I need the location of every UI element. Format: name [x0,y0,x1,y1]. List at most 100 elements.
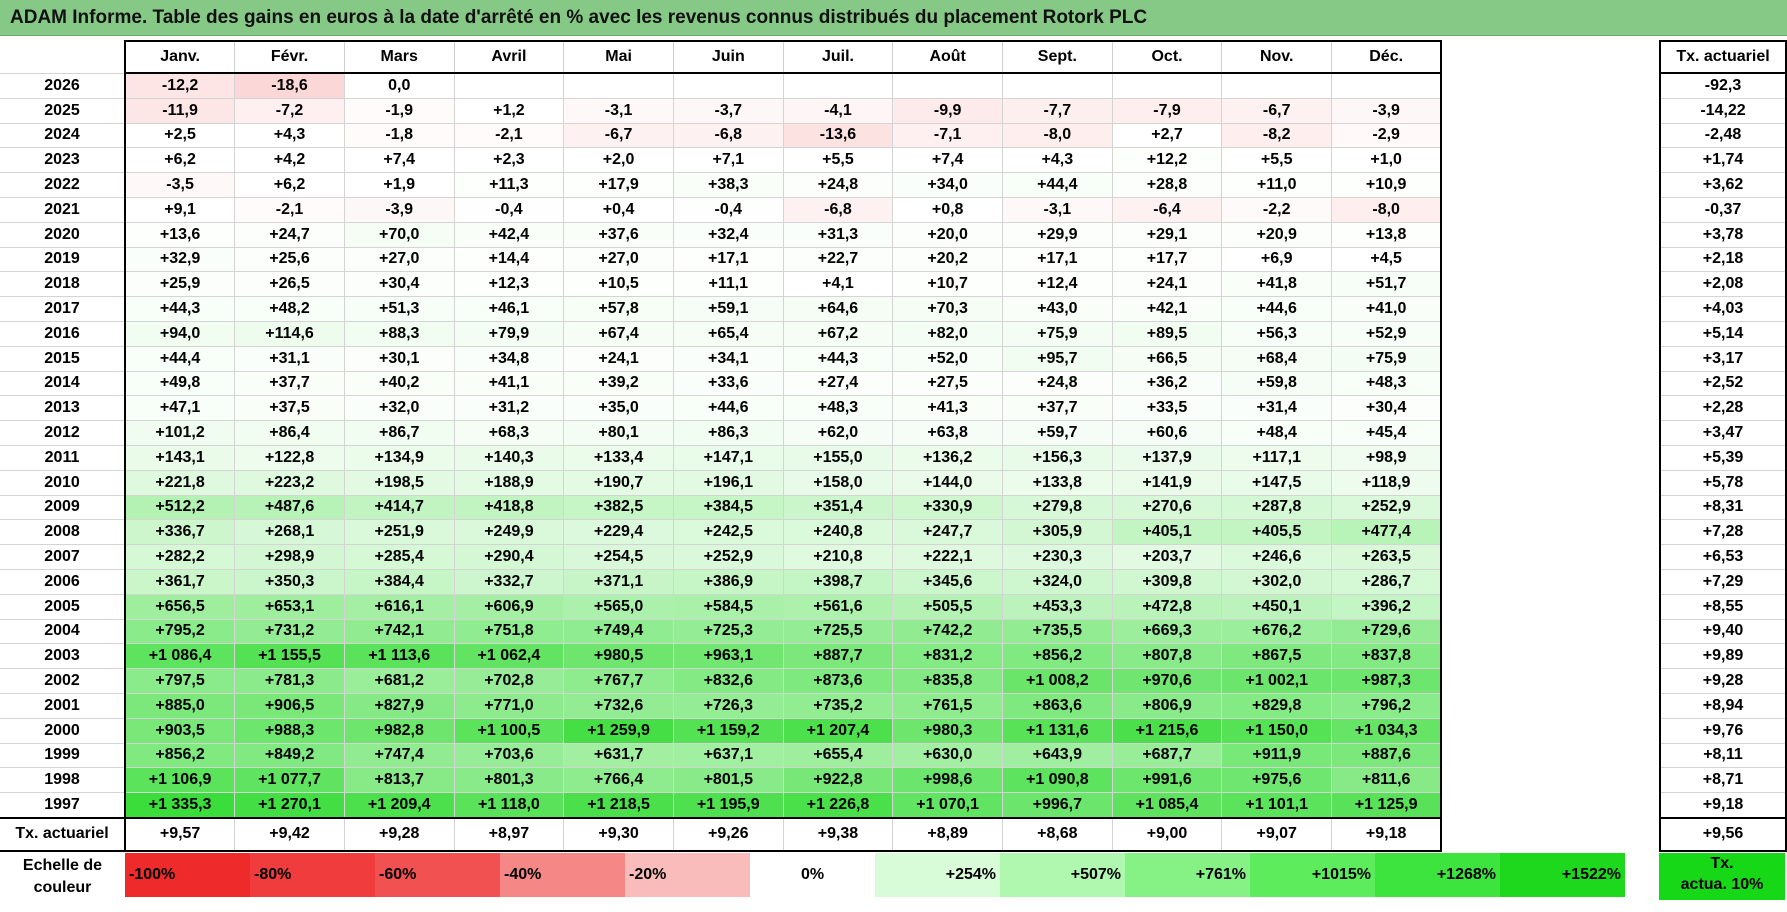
gain-cell: +669,3 [1111,618,1223,645]
gain-cell: +4,3 [234,122,345,149]
gain-cell: +867,5 [1221,643,1333,670]
gain-cell: +302,0 [1221,568,1333,595]
gain-cell: +6,2 [124,147,236,174]
gain-cell: +982,8 [343,717,455,744]
gain-cell: +565,0 [563,593,674,620]
gain-cell: +51,3 [343,296,455,322]
gain-cell: +64,6 [782,296,894,322]
gain-cell: +873,6 [782,668,894,694]
tx-cell: +5,39 [1659,444,1787,471]
scale-swatch: -60% [375,853,500,897]
gain-cell: +350,3 [234,568,345,595]
table-row: 2007 +282,2 +298,9 +285,4 +290,4 +254,5 +252,9… [0,544,1443,570]
gain-cell: -8,0 [1002,122,1113,149]
gain-cell: +56,3 [1221,320,1333,347]
gain-cell: +47,1 [124,395,236,422]
gain-cell: +32,4 [672,221,784,248]
gain-cell: +17,1 [672,246,784,273]
table-row: 2023 +6,2 +4,2 +7,4 +2,3 +2,0 +7,1 +5,5 +7,4 +4,3… [0,147,1443,174]
year-label: 2009 [0,494,126,521]
total-row: Tx. actuariel +9,57 +9,42 +9,28 +8,97 +9,30 +9… [0,816,1443,852]
gain-cell: +141,9 [1111,469,1223,496]
gain-cell: +1,0 [1331,147,1443,174]
gain-cell: +5,5 [1221,147,1333,174]
total-cell: +9,07 [1221,816,1333,852]
corner-cell [0,41,125,73]
gain-cell: +11,3 [453,172,565,198]
gain-cell: +4,1 [782,271,894,298]
gain-cell: +133,4 [563,444,674,471]
gain-cell: +118,9 [1331,469,1443,496]
year-label: 2008 [0,519,126,546]
gain-cell: +52,0 [892,345,1003,372]
gain-cell: +1 226,8 [782,792,894,819]
table-row: 2000 +903,5 +988,3 +982,8 +1 100,5 +1 259,9 +1… [0,717,1443,744]
gain-cell: -2,1 [234,196,345,223]
gain-cell: +1 077,7 [234,767,345,794]
gain-cell: +44,3 [124,296,236,322]
gain-cell: +221,8 [124,469,236,496]
tx-cell: +9,76 [1659,717,1787,744]
gain-cell: +27,0 [343,246,455,273]
gain-cell: +17,7 [1111,246,1223,273]
gain-cell: -6,8 [782,196,894,223]
gain-cell: +922,8 [782,767,894,794]
gain-cell: +63,8 [892,420,1003,446]
year-label: 2011 [0,444,126,471]
year-label: 2025 [0,97,126,124]
table-row: 2021 +9,1 -2,1 -3,9 -0,4 +0,4 -0,4 -6,8 +0,8 -3,1… [0,196,1443,223]
tx-cell: -92,3 [1659,72,1787,99]
total-cell: +9,38 [782,816,894,852]
gain-cell: +637,1 [672,742,784,769]
gain-cell: +114,6 [234,320,345,347]
month-header: Déc. [1331,40,1443,74]
table-row: 1998 +1 106,9 +1 077,7 +813,7 +801,3 +766,4 +8… [0,767,1443,794]
gain-cell: +279,8 [1002,494,1113,521]
gain-cell: +31,4 [1221,395,1333,422]
gain-cell: +133,8 [1002,469,1113,496]
gain-cell: +67,4 [563,320,674,347]
scale-swatch: -80% [250,853,375,897]
gain-cell: +811,6 [1331,767,1443,794]
gain-cell: +512,2 [124,494,236,521]
gain-cell: +2,0 [563,147,674,174]
gain-cell: -1,8 [343,122,455,149]
tx-cell: +5,78 [1659,469,1787,496]
gain-cell: +59,8 [1221,370,1333,397]
gain-cell: +1 270,1 [234,792,345,819]
gain-cell: +188,9 [453,469,565,496]
month-header: Août [892,40,1003,74]
gain-cell: +251,9 [343,519,455,546]
table-row: 2022 -3,5 +6,2 +1,9 +11,3 +17,9 +38,3 +24,8 +34,… [0,172,1443,198]
gain-cell: +44,6 [672,395,784,422]
gain-cell: +887,6 [1331,742,1443,769]
tx-cell: +8,31 [1659,494,1787,520]
gain-cell: +247,7 [892,519,1003,546]
gain-cell: +4,3 [1002,147,1113,174]
month-header: Juil. [782,40,893,74]
tx-cell: +7,28 [1659,519,1787,545]
gain-cell: +1 008,2 [1002,668,1113,694]
gain-cell: +2,7 [1111,122,1223,149]
gain-cell: +80,1 [563,420,674,446]
gain-cell: +44,3 [782,345,894,372]
gain-cell: +801,5 [672,767,784,794]
gain-cell: +41,1 [453,370,565,397]
gain-cell: +42,1 [1111,296,1223,322]
gain-cell: +653,1 [234,593,345,620]
table-row: 2018 +25,9 +26,5 +30,4 +12,3 +10,5 +11,1 +4,1 +1… [0,271,1443,298]
gain-cell: +606,9 [453,593,565,620]
total-cell: +9,42 [234,816,345,852]
gain-cell: +31,3 [782,221,894,248]
side-header: Tx. actuariel [1659,40,1787,74]
gain-cell: +1 150,0 [1221,717,1333,744]
gain-cell: +196,1 [672,469,784,496]
table-row: 2003 +1 086,4 +1 155,5 +1 113,6 +1 062,4 +980… [0,643,1443,670]
total-cell: +8,68 [1002,816,1113,852]
gain-cell: +1 209,4 [343,792,455,819]
gain-cell: +630,0 [892,742,1003,769]
gain-cell [1331,72,1443,99]
gain-cell: +143,1 [124,444,236,471]
tx-cell: +9,40 [1659,618,1787,644]
gain-cell: +40,2 [343,370,455,397]
